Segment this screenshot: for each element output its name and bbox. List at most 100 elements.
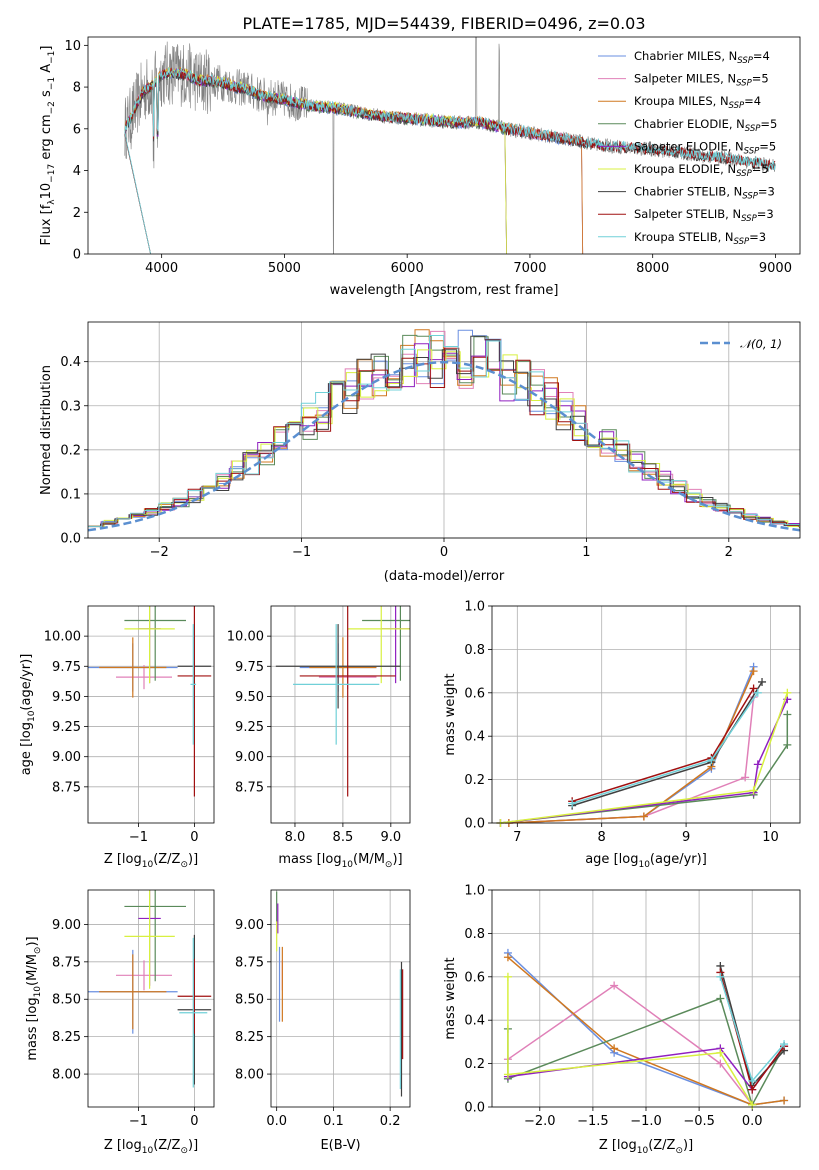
x-tick-label: 8000 xyxy=(636,261,669,276)
weight-point-marker xyxy=(639,812,648,821)
legend-label: Chabrier ELODIE, NSSP=5 xyxy=(634,117,777,134)
legend-count: =5 xyxy=(759,139,776,153)
age-z-ylabel-part: (age/yr)] xyxy=(19,654,34,711)
weight-z-xlabel-part: )] xyxy=(683,1138,693,1153)
age-mass-xlabel-part: (M/M xyxy=(353,852,385,867)
mass-z-xlabel: Z [log10(Z/Z⊙)] xyxy=(104,1138,198,1156)
weight_vs_Z-axes: −2.0 −1.5 −1.0 −0.5 0.0 0.0 0.2 0.4 0.6 0.8 1.0 Z [… xyxy=(443,884,801,1156)
legend-name: Chabrier MILES, N xyxy=(634,49,737,63)
age-mass-xlabel-part: 10 xyxy=(342,860,354,870)
spectrum-ylabel-part: −1 xyxy=(47,51,57,64)
weight-series-line xyxy=(508,697,755,824)
y-tick-label: 0.4 xyxy=(60,355,81,370)
hist-series-line xyxy=(88,335,800,528)
weight-z-ylabel: mass weight xyxy=(443,957,458,1039)
x-tick-label: 9.0 xyxy=(380,830,401,845)
hist-plot xyxy=(88,329,800,532)
y-tick-label: 9.75 xyxy=(52,660,81,675)
legend-label: 𝒩(0, 1) xyxy=(740,337,782,351)
y-tick-label: 8 xyxy=(73,81,81,96)
y-tick-label: 8.75 xyxy=(235,780,264,795)
legend-count: =3 xyxy=(758,185,775,199)
mass-z-xlabel-part: (Z/Z xyxy=(153,1138,180,1153)
y-tick-label: 8.50 xyxy=(235,993,264,1008)
x-tick-label: 0.0 xyxy=(742,1114,763,1129)
weight-point-marker xyxy=(741,773,750,782)
residual_hist-axes: −2 −1 0 1 2 0.0 0.1 0.2 0.3 0.4 (data-model)/error… xyxy=(39,321,801,584)
legend-name: Kroupa ELODIE, N xyxy=(634,162,736,176)
age-z-ylabel: age [log10(age/yr)] xyxy=(19,654,37,776)
legend-count: =4 xyxy=(753,49,770,63)
x-tick-label: −2 xyxy=(150,545,169,560)
weight-z-xlabel-part: Z [log xyxy=(599,1138,637,1153)
y-tick-label: 0.4 xyxy=(464,1014,485,1029)
x-tick-label: 6000 xyxy=(391,261,424,276)
weight-point-marker xyxy=(748,1085,757,1094)
x-tick-label: −1 xyxy=(129,1114,148,1129)
spectrum-ylabel-part: −2 xyxy=(47,101,57,114)
y-tick-label: 0.0 xyxy=(464,817,485,832)
spectrum-legend: Chabrier MILES, N SSP =4 Salpeter MILES, N S… xyxy=(598,49,777,247)
legend-name: Salpeter MILES, N xyxy=(634,72,736,86)
spectrum-model-line xyxy=(124,66,507,254)
hist-series-line xyxy=(88,347,800,527)
weight-z-xlabel-part: ⊙ xyxy=(675,1146,683,1156)
y-tick-label: 8.25 xyxy=(52,1030,81,1045)
legend-label: Kroupa MILES, NSSP=4 xyxy=(634,94,761,111)
legend-name: Chabrier STELIB, N xyxy=(634,185,742,199)
age-z-ylabel-part: age [log xyxy=(19,722,34,775)
spectrum-model-line xyxy=(124,67,776,254)
spectrum-ylabel-part: A xyxy=(39,64,54,77)
y-tick-label: 0.1 xyxy=(60,487,81,502)
legend-label: Kroupa ELODIE, NSSP=5 xyxy=(634,162,769,179)
weight-point-marker xyxy=(503,953,512,962)
x-tick-label: −1 xyxy=(129,830,148,845)
y-tick-label: 0.8 xyxy=(464,927,485,942)
hist-ylabel: Normed distribution xyxy=(39,365,54,495)
y-tick-label: 0.6 xyxy=(464,686,485,701)
age-z-ylabel-part: 10 xyxy=(27,710,37,722)
legend-sub: SSP xyxy=(741,214,757,224)
y-tick-label: 9.25 xyxy=(235,720,264,735)
x-tick-label: −2.0 xyxy=(524,1114,556,1129)
y-tick-label: 0 xyxy=(73,248,81,263)
age-mass-xlabel-part: ⊙ xyxy=(385,860,393,870)
weight-series-line xyxy=(571,681,763,807)
axes-frame xyxy=(491,889,801,1108)
mass-z-xlabel-part: )] xyxy=(188,1138,198,1153)
mass-z-ylabel-part: mass [log xyxy=(25,997,40,1060)
weight-point-marker xyxy=(716,972,725,981)
axes-frame xyxy=(87,36,801,255)
y-tick-label: 0.8 xyxy=(464,643,485,658)
x-tick-label: −1.0 xyxy=(630,1114,662,1129)
mass-z-xlabel-part: 10 xyxy=(142,1146,154,1156)
x-tick-label: 0.2 xyxy=(380,1114,401,1129)
legend-sub: SSP xyxy=(745,124,761,134)
legend-sub: SSP xyxy=(744,146,760,156)
y-tick-label: 4 xyxy=(73,164,81,179)
age-z-xlabel-part: 10 xyxy=(142,860,154,870)
weight-series-line xyxy=(500,714,789,824)
weight-age-ylabel: mass weight xyxy=(443,673,458,755)
y-tick-label: 10 xyxy=(64,39,81,54)
weight-point-marker xyxy=(749,667,758,676)
axes-frame xyxy=(491,605,801,824)
y-tick-label: 8.75 xyxy=(52,955,81,970)
weight_vs_age-plot xyxy=(496,662,792,827)
hist-xlabel: (data-model)/error xyxy=(384,569,505,584)
mass-z-ylabel: mass [log10(M/M⊙)] xyxy=(25,936,43,1060)
y-tick-label: 9.00 xyxy=(235,750,264,765)
y-tick-label: 8.00 xyxy=(52,1068,81,1083)
spectrum-ylabel-part: s xyxy=(39,90,54,101)
x-tick-label: 8.0 xyxy=(285,830,306,845)
age_vs_mass-plot xyxy=(275,606,410,797)
y-tick-label: 9.50 xyxy=(52,690,81,705)
legend-label: Kroupa STELIB, NSSP=3 xyxy=(634,230,766,247)
weight-series-line xyxy=(508,670,755,824)
weight-point-marker xyxy=(748,1100,757,1109)
spectrum-model-line xyxy=(124,66,584,254)
y-tick-label: 8.50 xyxy=(52,993,81,1008)
